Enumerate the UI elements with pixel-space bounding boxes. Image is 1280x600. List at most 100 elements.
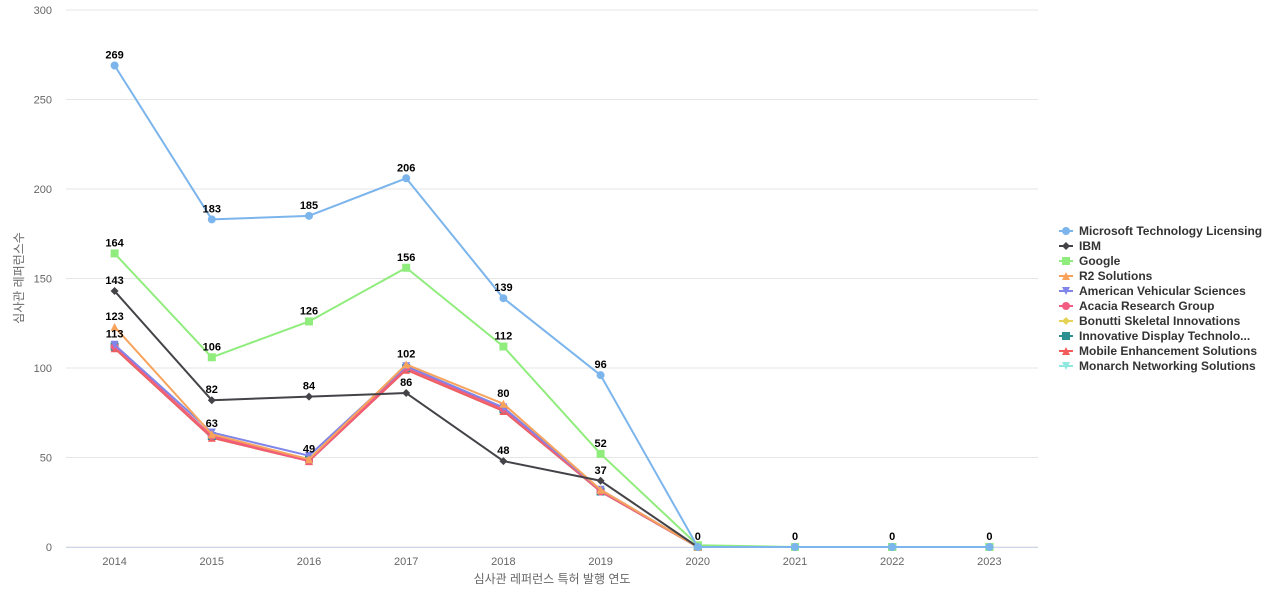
legend-item[interactable]: Mobile Enhancement Solutions <box>1059 344 1257 358</box>
x-tick-label: 2016 <box>297 556 321 568</box>
series-line <box>113 252 990 548</box>
x-tick-label: 2023 <box>977 556 1001 568</box>
y-tick-label: 100 <box>34 363 52 375</box>
legend-item[interactable]: Acacia Research Group <box>1059 299 1214 313</box>
data-label: 86 <box>400 377 412 389</box>
data-label: 126 <box>300 305 318 317</box>
legend-label: Monarch Networking Solutions <box>1079 359 1256 373</box>
legend-label: Innovative Display Technolo... <box>1079 329 1250 343</box>
data-point <box>110 249 119 258</box>
data-label: 164 <box>105 237 124 249</box>
data-label: 48 <box>497 445 509 457</box>
legend-label: Google <box>1079 254 1121 268</box>
data-label: 183 <box>203 203 221 215</box>
data-label: 106 <box>203 341 221 353</box>
legend-item[interactable]: R2 Solutions <box>1059 269 1153 283</box>
data-point <box>305 455 313 464</box>
legend-label: Bonutti Skeletal Innovations <box>1079 314 1241 328</box>
legend-label: Acacia Research Group <box>1079 299 1214 313</box>
data-point <box>693 543 702 551</box>
y-tick-label: 150 <box>34 274 52 286</box>
y-tick-label: 300 <box>34 5 52 17</box>
series-group <box>110 287 994 551</box>
legend-label: American Vehicular Sciences <box>1079 284 1246 298</box>
legend-item[interactable]: American Vehicular Sciences <box>1059 284 1246 298</box>
y-tick-label: 0 <box>46 542 52 554</box>
data-label: 0 <box>889 531 895 543</box>
data-point <box>207 353 216 362</box>
data-point <box>1062 362 1070 370</box>
series-line <box>113 326 990 548</box>
data-point <box>207 430 216 439</box>
legend-item[interactable]: Innovative Display Technolo... <box>1059 329 1250 343</box>
x-tick-label: 2019 <box>588 556 612 568</box>
legend: Microsoft Technology LicensingIBMGoogleR… <box>1059 224 1262 373</box>
legend-item[interactable]: Google <box>1059 254 1121 268</box>
data-point <box>402 389 411 398</box>
data-label: 0 <box>986 531 992 543</box>
legend-label: IBM <box>1079 239 1101 253</box>
data-point <box>402 360 411 369</box>
data-point <box>791 543 799 551</box>
data-point <box>110 322 119 331</box>
data-point <box>985 543 994 551</box>
legend-item[interactable]: Monarch Networking Solutions <box>1059 359 1256 373</box>
data-point <box>888 543 897 551</box>
data-point <box>499 342 508 351</box>
x-tick-label: 2018 <box>491 556 515 568</box>
data-point <box>207 215 216 224</box>
y-tick-label: 200 <box>34 184 52 196</box>
series-layer <box>110 61 994 551</box>
data-point <box>1062 302 1070 310</box>
x-tick-label: 2017 <box>394 556 418 568</box>
data-point <box>402 263 411 272</box>
data-label: 269 <box>105 49 123 61</box>
legend-item[interactable]: Bonutti Skeletal Innovations <box>1059 314 1241 328</box>
data-label: 185 <box>300 200 318 212</box>
x-tick-label: 2020 <box>686 556 710 568</box>
data-label: 112 <box>495 331 513 343</box>
data-point <box>596 476 605 485</box>
data-label-layer: 269 183 185 206 139 96 0 0 0 0 143 82 84 86 48 37 164 106… <box>105 49 992 543</box>
data-label: 113 <box>106 329 124 341</box>
data-point <box>305 392 313 401</box>
data-label: 139 <box>494 282 512 294</box>
data-point <box>1062 347 1070 355</box>
data-label: 49 <box>303 443 315 455</box>
series-group <box>110 322 994 551</box>
grid-layer <box>66 9 1038 548</box>
data-point <box>499 294 508 303</box>
data-point <box>305 211 313 220</box>
data-point <box>1062 272 1070 280</box>
x-axis-title: 심사관 레퍼런스 특허 발행 연도 <box>474 571 631 586</box>
data-point <box>1062 317 1070 325</box>
data-label: 37 <box>594 465 606 477</box>
data-point <box>1062 227 1070 235</box>
y-tick-label: 50 <box>40 453 52 465</box>
data-label: 102 <box>397 348 415 360</box>
data-point <box>1062 332 1070 340</box>
data-label: 0 <box>695 531 701 543</box>
data-label: 206 <box>397 162 415 174</box>
x-tick-label: 2014 <box>102 556 126 568</box>
legend-label: R2 Solutions <box>1079 269 1153 283</box>
data-label: 0 <box>792 531 798 543</box>
series-line <box>113 64 990 548</box>
y-axis-title: 심사관 레퍼런스수 <box>12 232 26 324</box>
data-point <box>596 485 605 494</box>
data-point <box>110 287 119 296</box>
data-point <box>499 457 508 466</box>
data-point <box>110 61 119 70</box>
legend-item[interactable]: Microsoft Technology Licensing <box>1059 224 1262 238</box>
legend-item[interactable]: IBM <box>1059 239 1101 253</box>
data-label: 123 <box>105 311 123 323</box>
x-tick-label: 2015 <box>200 556 224 568</box>
data-label: 80 <box>497 388 509 400</box>
series-group <box>110 61 994 551</box>
y-tick-label: 250 <box>34 95 52 107</box>
data-label: 96 <box>594 359 606 371</box>
x-tick-label: 2021 <box>783 556 807 568</box>
data-point <box>207 396 216 405</box>
